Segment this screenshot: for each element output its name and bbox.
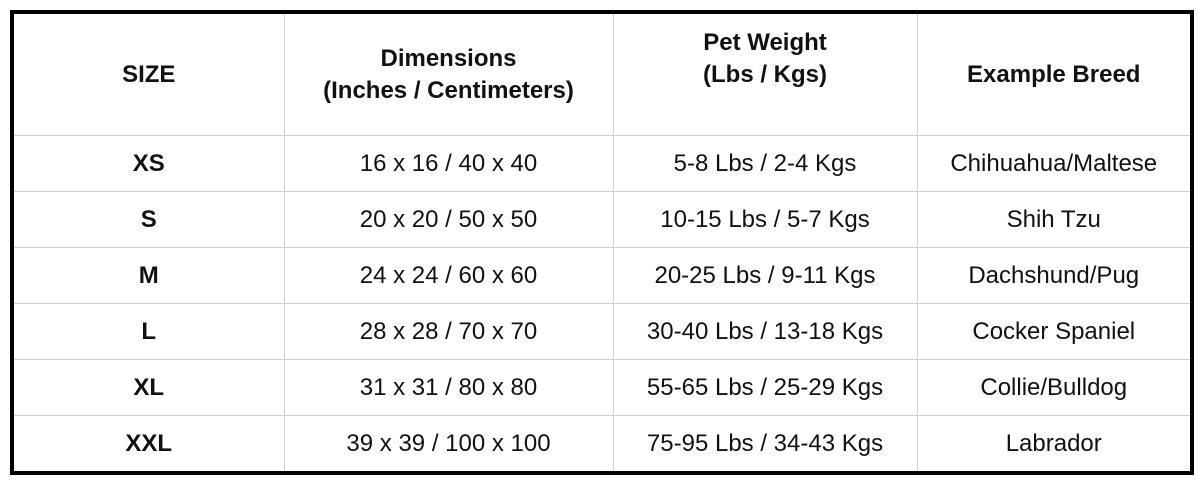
table-row: S 20 x 20 / 50 x 50 10-15 Lbs / 5-7 Kgs Shi… — [11, 191, 1193, 248]
table-cell: 20 x 20 / 50 x 50 — [283, 191, 614, 248]
header-line: (Inches / Centimeters) — [323, 76, 574, 104]
table-row: XL 31 x 31 / 80 x 80 55-65 Lbs / 25-29 Kgs… — [11, 359, 1193, 416]
size-table: SIZE Dimensions (Inches / Centimeters) Pet … — [10, 10, 1194, 475]
size-cell: XS — [11, 135, 285, 192]
table-cell: 5-8 Lbs / 2-4 Kgs — [612, 135, 918, 192]
header-cell: SIZE — [11, 11, 285, 136]
header-cell: Dimensions (Inches / Centimeters) — [283, 11, 614, 136]
size-cell: XXL — [11, 415, 285, 474]
size-cell: L — [11, 303, 285, 360]
header-row: SIZE Dimensions (Inches / Centimeters) Pet … — [11, 11, 1193, 136]
table-row: M 24 x 24 / 60 x 60 20-25 Lbs / 9-11 Kgs Da… — [11, 247, 1193, 304]
table-row: XXL 39 x 39 / 100 x 100 75-95 Lbs / 34-43 … — [11, 415, 1193, 474]
table-cell: 24 x 24 / 60 x 60 — [283, 247, 614, 304]
table-row: XS 16 x 16 / 40 x 40 5-8 Lbs / 2-4 Kgs Chih… — [11, 135, 1193, 192]
header-line: (Lbs / Kgs) — [703, 60, 827, 88]
header-cell: Pet Weight (Lbs / Kgs) — [612, 11, 918, 136]
table-body: XS 16 x 16 / 40 x 40 5-8 Lbs / 2-4 Kgs Chih… — [11, 135, 1193, 474]
table-cell: 55-65 Lbs / 25-29 Kgs — [612, 359, 918, 416]
table-cell: 75-95 Lbs / 34-43 Kgs — [612, 415, 918, 474]
table-cell: 20-25 Lbs / 9-11 Kgs — [612, 247, 918, 304]
table-cell: 31 x 31 / 80 x 80 — [283, 359, 614, 416]
header-line: Pet Weight — [703, 28, 827, 56]
table-cell: Collie/Bulldog — [916, 359, 1193, 416]
table-cell: 10-15 Lbs / 5-7 Kgs — [612, 191, 918, 248]
table-cell: Cocker Spaniel — [916, 303, 1193, 360]
header-text: Pet Weight (Lbs / Kgs) — [614, 27, 917, 91]
table-cell: Labrador — [916, 415, 1193, 474]
header-line: SIZE — [122, 60, 176, 88]
table-cell: 39 x 39 / 100 x 100 — [283, 415, 614, 474]
header-text: Example Breed — [918, 59, 1191, 91]
size-cell: XL — [11, 359, 285, 416]
table-cell: Shih Tzu — [916, 191, 1193, 248]
table-row: L 28 x 28 / 70 x 70 30-40 Lbs / 13-18 Kgs C… — [11, 303, 1193, 360]
size-cell: S — [11, 191, 285, 248]
table-cell: 30-40 Lbs / 13-18 Kgs — [612, 303, 918, 360]
size-cell: M — [11, 247, 285, 304]
header-text: SIZE — [14, 59, 284, 91]
header-text: Dimensions (Inches / Centimeters) — [285, 43, 613, 107]
header-line: Dimensions — [380, 44, 517, 72]
table-cell: Dachshund/Pug — [916, 247, 1193, 304]
table-cell: 28 x 28 / 70 x 70 — [283, 303, 614, 360]
table-cell: 16 x 16 / 40 x 40 — [283, 135, 614, 192]
header-cell: Example Breed — [916, 11, 1193, 136]
header-line: Example Breed — [967, 60, 1141, 88]
table-cell: Chihuahua/Maltese — [916, 135, 1193, 192]
